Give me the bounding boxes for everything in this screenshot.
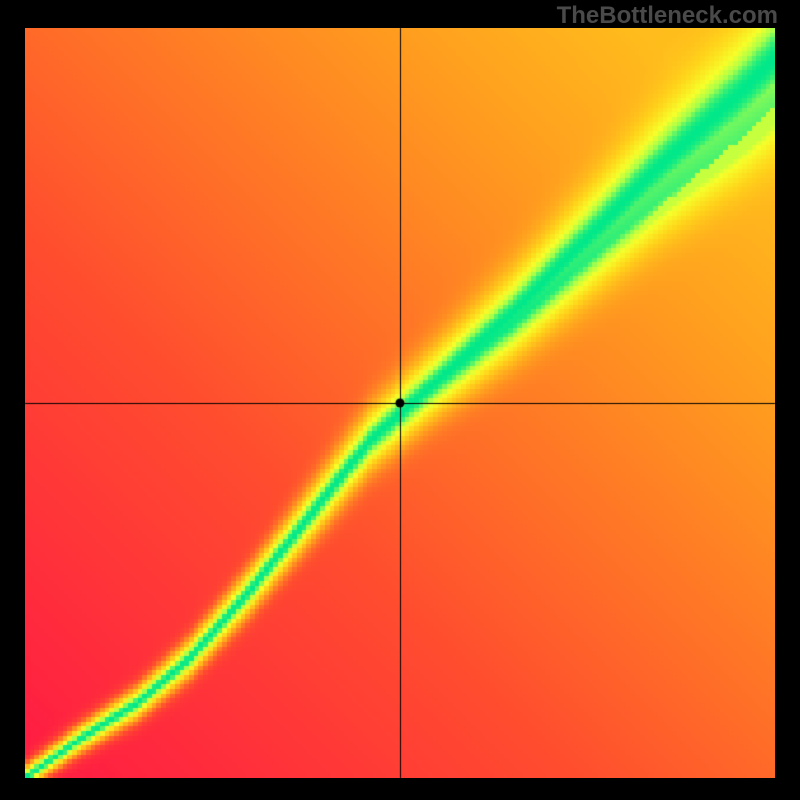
chart-container: { "canvas": { "width": 800, "height": 80… bbox=[0, 0, 800, 800]
bottleneck-heatmap bbox=[25, 28, 775, 778]
attribution-label: TheBottleneck.com bbox=[557, 2, 778, 30]
